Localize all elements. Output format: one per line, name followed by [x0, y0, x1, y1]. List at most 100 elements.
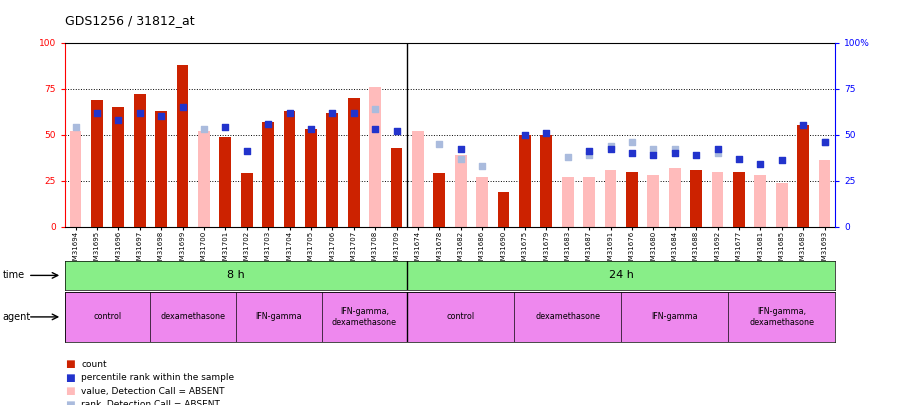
- Bar: [669, 168, 680, 227]
- Point: [390, 128, 404, 134]
- Point: [432, 141, 446, 147]
- Point: [668, 150, 682, 156]
- Point: [817, 139, 832, 145]
- Bar: [519, 134, 531, 227]
- Point: [90, 109, 104, 116]
- Bar: [498, 192, 509, 227]
- Text: IFN-gamma,
dexamethasone: IFN-gamma, dexamethasone: [332, 307, 397, 326]
- Bar: [241, 173, 253, 227]
- Text: 24 h: 24 h: [608, 271, 634, 280]
- Bar: [347, 98, 360, 227]
- Bar: [728, 292, 835, 342]
- Point: [176, 104, 190, 110]
- Bar: [305, 129, 317, 227]
- Bar: [236, 292, 321, 342]
- Bar: [262, 122, 274, 227]
- Bar: [605, 170, 617, 227]
- Point: [132, 109, 147, 116]
- Point: [68, 124, 83, 130]
- Point: [646, 146, 661, 153]
- Point: [454, 146, 468, 153]
- Point: [625, 139, 639, 145]
- Bar: [647, 175, 659, 227]
- Point: [646, 152, 661, 158]
- Text: ■: ■: [65, 360, 75, 369]
- Point: [518, 131, 532, 138]
- Text: rank, Detection Call = ABSENT: rank, Detection Call = ABSENT: [81, 400, 220, 405]
- Bar: [155, 111, 167, 227]
- Point: [582, 148, 597, 154]
- Bar: [754, 175, 766, 227]
- Point: [261, 120, 275, 127]
- Point: [475, 163, 490, 169]
- Point: [625, 150, 639, 156]
- Point: [603, 143, 617, 149]
- Point: [775, 157, 789, 164]
- Text: GDS1256 / 31812_at: GDS1256 / 31812_at: [65, 14, 194, 27]
- Bar: [65, 292, 150, 342]
- Text: value, Detection Call = ABSENT: value, Detection Call = ABSENT: [81, 387, 224, 396]
- Point: [197, 126, 211, 132]
- Point: [753, 161, 768, 167]
- Point: [368, 126, 382, 132]
- Bar: [69, 131, 81, 227]
- Text: count: count: [81, 360, 106, 369]
- Text: time: time: [3, 271, 25, 280]
- Bar: [540, 134, 553, 227]
- Point: [239, 148, 254, 154]
- Point: [325, 109, 339, 116]
- Text: control: control: [446, 312, 475, 322]
- Bar: [434, 173, 446, 227]
- Bar: [284, 111, 295, 227]
- Point: [539, 130, 554, 136]
- Bar: [369, 87, 381, 227]
- Bar: [476, 177, 488, 227]
- Bar: [776, 183, 788, 227]
- Point: [154, 113, 168, 119]
- Bar: [412, 131, 424, 227]
- Bar: [733, 172, 745, 227]
- Bar: [321, 292, 407, 342]
- Bar: [819, 160, 831, 227]
- Point: [688, 152, 703, 158]
- Point: [346, 109, 361, 116]
- Bar: [514, 292, 621, 342]
- Point: [732, 156, 746, 162]
- Bar: [454, 155, 466, 227]
- Text: ■: ■: [65, 386, 75, 396]
- Text: dexamethasone: dexamethasone: [536, 312, 600, 322]
- Text: percentile rank within the sample: percentile rank within the sample: [81, 373, 234, 382]
- Point: [710, 150, 724, 156]
- Text: IFN-gamma: IFN-gamma: [256, 312, 302, 322]
- Text: dexamethasone: dexamethasone: [161, 312, 226, 322]
- Point: [368, 106, 382, 112]
- Text: agent: agent: [3, 312, 31, 322]
- Bar: [626, 172, 638, 227]
- Bar: [134, 94, 146, 227]
- Bar: [621, 292, 728, 342]
- Point: [582, 152, 597, 158]
- Bar: [91, 100, 103, 227]
- Point: [796, 122, 810, 129]
- Bar: [220, 136, 231, 227]
- Point: [668, 146, 682, 153]
- Point: [111, 117, 125, 123]
- Point: [710, 146, 724, 153]
- Point: [218, 124, 232, 130]
- Text: ■: ■: [65, 400, 75, 405]
- Text: IFN-gamma: IFN-gamma: [652, 312, 698, 322]
- Bar: [176, 65, 188, 227]
- Bar: [327, 113, 338, 227]
- Bar: [797, 126, 809, 227]
- Point: [283, 109, 297, 116]
- Point: [817, 139, 832, 145]
- Bar: [198, 131, 210, 227]
- Point: [303, 126, 318, 132]
- Bar: [150, 292, 236, 342]
- Point: [561, 153, 575, 160]
- Bar: [112, 107, 124, 227]
- Bar: [712, 172, 724, 227]
- Bar: [690, 170, 702, 227]
- Point: [454, 156, 468, 162]
- Text: 8 h: 8 h: [227, 271, 245, 280]
